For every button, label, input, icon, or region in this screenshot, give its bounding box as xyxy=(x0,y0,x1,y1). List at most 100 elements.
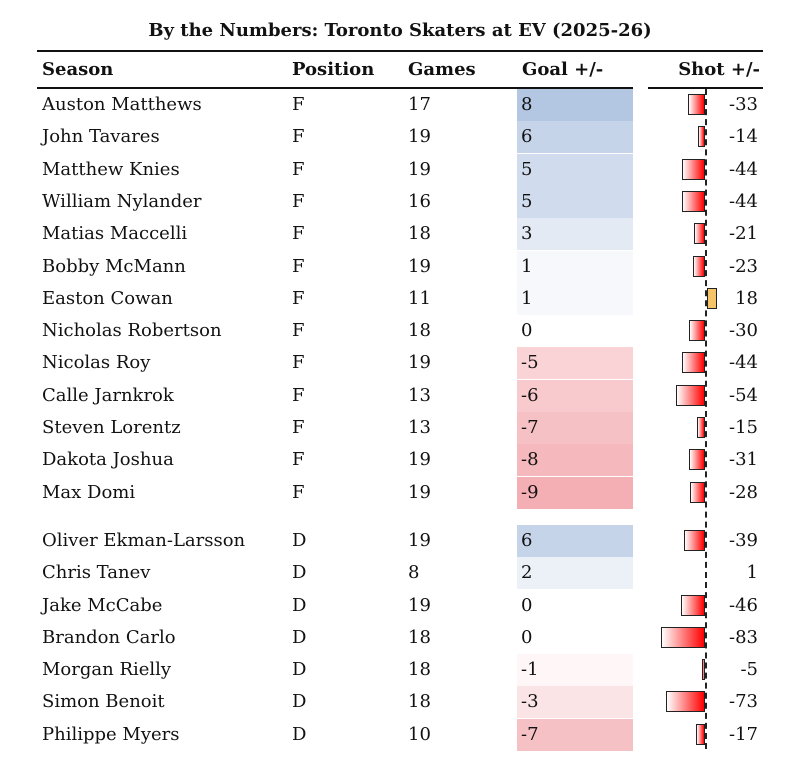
shot-diff-value: -33 xyxy=(729,94,758,115)
table-row: Bobby McMann F 19 1 -23 xyxy=(0,250,800,283)
goal-diff-cell: 0 xyxy=(517,315,633,348)
header-games: Games xyxy=(408,59,476,80)
shot-diff-bar xyxy=(692,255,705,277)
player-position: F xyxy=(292,352,305,374)
goal-diff-value: -7 xyxy=(521,417,539,438)
games-played: 13 xyxy=(408,384,431,406)
goal-diff-value: 6 xyxy=(521,529,533,551)
player-name: Morgan Rielly xyxy=(42,659,172,681)
table-row: Max Domi F 19 -9 -28 xyxy=(0,476,800,509)
goal-diff-value: -8 xyxy=(521,449,539,471)
header-position: Position xyxy=(292,59,375,80)
shot-diff-bar xyxy=(695,723,705,745)
table-row: Matthew Knies F 19 5 -44 xyxy=(0,153,800,186)
header-shot: Shot +/- xyxy=(678,59,760,80)
shot-diff-value: -54 xyxy=(729,384,758,406)
player-name: Brandon Carlo xyxy=(42,626,176,648)
goal-diff-value: 0 xyxy=(521,626,533,648)
table-row: Nicolas Roy F 19 -5 -44 xyxy=(0,347,800,380)
goal-diff-cell: -7 xyxy=(517,718,633,751)
table-row: Easton Cowan F 11 1 18 xyxy=(0,282,800,315)
goal-diff-cell: 1 xyxy=(517,282,633,315)
games-played: 18 xyxy=(408,659,431,681)
player-position: D xyxy=(292,562,307,584)
games-played: 19 xyxy=(408,255,431,277)
player-position: F xyxy=(292,255,305,277)
goal-diff-cell: 6 xyxy=(517,121,633,154)
goal-diff-value: -6 xyxy=(521,384,539,406)
player-position: F xyxy=(292,384,305,406)
goal-diff-value: 5 xyxy=(521,190,533,212)
table-row: Matias Maccelli F 18 3 -21 xyxy=(0,218,800,251)
table-row: Oliver Ekman-Larsson D 19 6 -39 xyxy=(0,524,800,557)
goal-diff-cell: 5 xyxy=(517,185,633,218)
shot-diff-value: -44 xyxy=(729,190,758,212)
header-rule-left xyxy=(37,87,633,89)
header-goal: Goal +/- xyxy=(522,59,604,80)
player-name: Calle Jarnkrok xyxy=(42,384,174,406)
shot-diff-bar xyxy=(688,449,705,471)
table-row: John Tavares F 19 6 -14 xyxy=(0,121,800,154)
goal-diff-cell: -5 xyxy=(517,347,633,380)
table-row: Dakota Joshua F 19 -8 -31 xyxy=(0,444,800,477)
games-played: 19 xyxy=(408,126,431,148)
player-name: Easton Cowan xyxy=(42,287,173,309)
games-played: 19 xyxy=(408,529,431,551)
goal-diff-cell: 1 xyxy=(517,250,633,283)
goal-diff-value: 0 xyxy=(521,594,533,616)
player-name: William Nylander xyxy=(42,190,202,212)
shot-diff-bar xyxy=(681,352,705,374)
shot-diff-value: -23 xyxy=(729,255,758,277)
player-position: F xyxy=(292,94,305,115)
shot-diff-value: -44 xyxy=(729,352,758,374)
games-played: 11 xyxy=(408,287,431,309)
table-row: Simon Benoit D 18 -3 -73 xyxy=(0,686,800,719)
shot-diff-value: -28 xyxy=(729,481,758,503)
goal-diff-cell: 0 xyxy=(517,621,633,654)
goal-diff-value: -9 xyxy=(521,481,539,503)
shot-diff-value: -5 xyxy=(740,659,758,681)
player-position: F xyxy=(292,223,305,245)
shot-diff-value: -39 xyxy=(729,529,758,551)
games-played: 19 xyxy=(408,481,431,503)
player-position: F xyxy=(292,158,305,180)
shot-diff-value: -15 xyxy=(729,417,758,438)
games-played: 18 xyxy=(408,223,431,245)
games-played: 19 xyxy=(408,449,431,471)
goal-diff-cell: -1 xyxy=(517,654,633,687)
player-name: Steven Lorentz xyxy=(42,417,181,438)
shot-diff-bar xyxy=(689,320,705,342)
shot-diff-value: -21 xyxy=(729,223,758,245)
goal-diff-value: 5 xyxy=(521,158,533,180)
goal-diff-cell: 8 xyxy=(517,89,633,121)
player-name: John Tavares xyxy=(42,126,160,148)
shot-diff-value: -73 xyxy=(729,691,758,713)
player-name: Max Domi xyxy=(42,481,136,503)
games-played: 13 xyxy=(408,417,431,438)
shot-diff-bar xyxy=(687,94,705,115)
shot-diff-value: -44 xyxy=(729,158,758,180)
table-row: Jake McCabe D 19 0 -46 xyxy=(0,589,800,622)
goal-diff-cell: 6 xyxy=(517,524,633,557)
games-played: 16 xyxy=(408,190,431,212)
top-rule xyxy=(37,50,763,52)
player-position: F xyxy=(292,190,305,212)
shot-diff-bar xyxy=(702,659,706,681)
shot-diff-bar xyxy=(684,529,705,551)
player-position: D xyxy=(292,594,307,616)
goal-diff-cell: -6 xyxy=(517,379,633,412)
header-season: Season xyxy=(42,59,114,80)
goal-diff-cell: 2 xyxy=(517,557,633,590)
player-name: Matias Maccelli xyxy=(42,223,188,245)
games-played: 19 xyxy=(408,594,431,616)
games-played: 19 xyxy=(408,158,431,180)
shot-diff-bar xyxy=(666,691,705,713)
shot-diff-bar xyxy=(676,384,705,406)
player-name: Bobby McMann xyxy=(42,255,186,277)
player-position: F xyxy=(292,481,305,503)
games-played: 8 xyxy=(408,562,420,584)
shot-diff-bar xyxy=(697,126,705,148)
goal-diff-value: 6 xyxy=(521,126,533,148)
goal-diff-value: -5 xyxy=(521,352,539,374)
goal-diff-cell: -9 xyxy=(517,476,633,509)
